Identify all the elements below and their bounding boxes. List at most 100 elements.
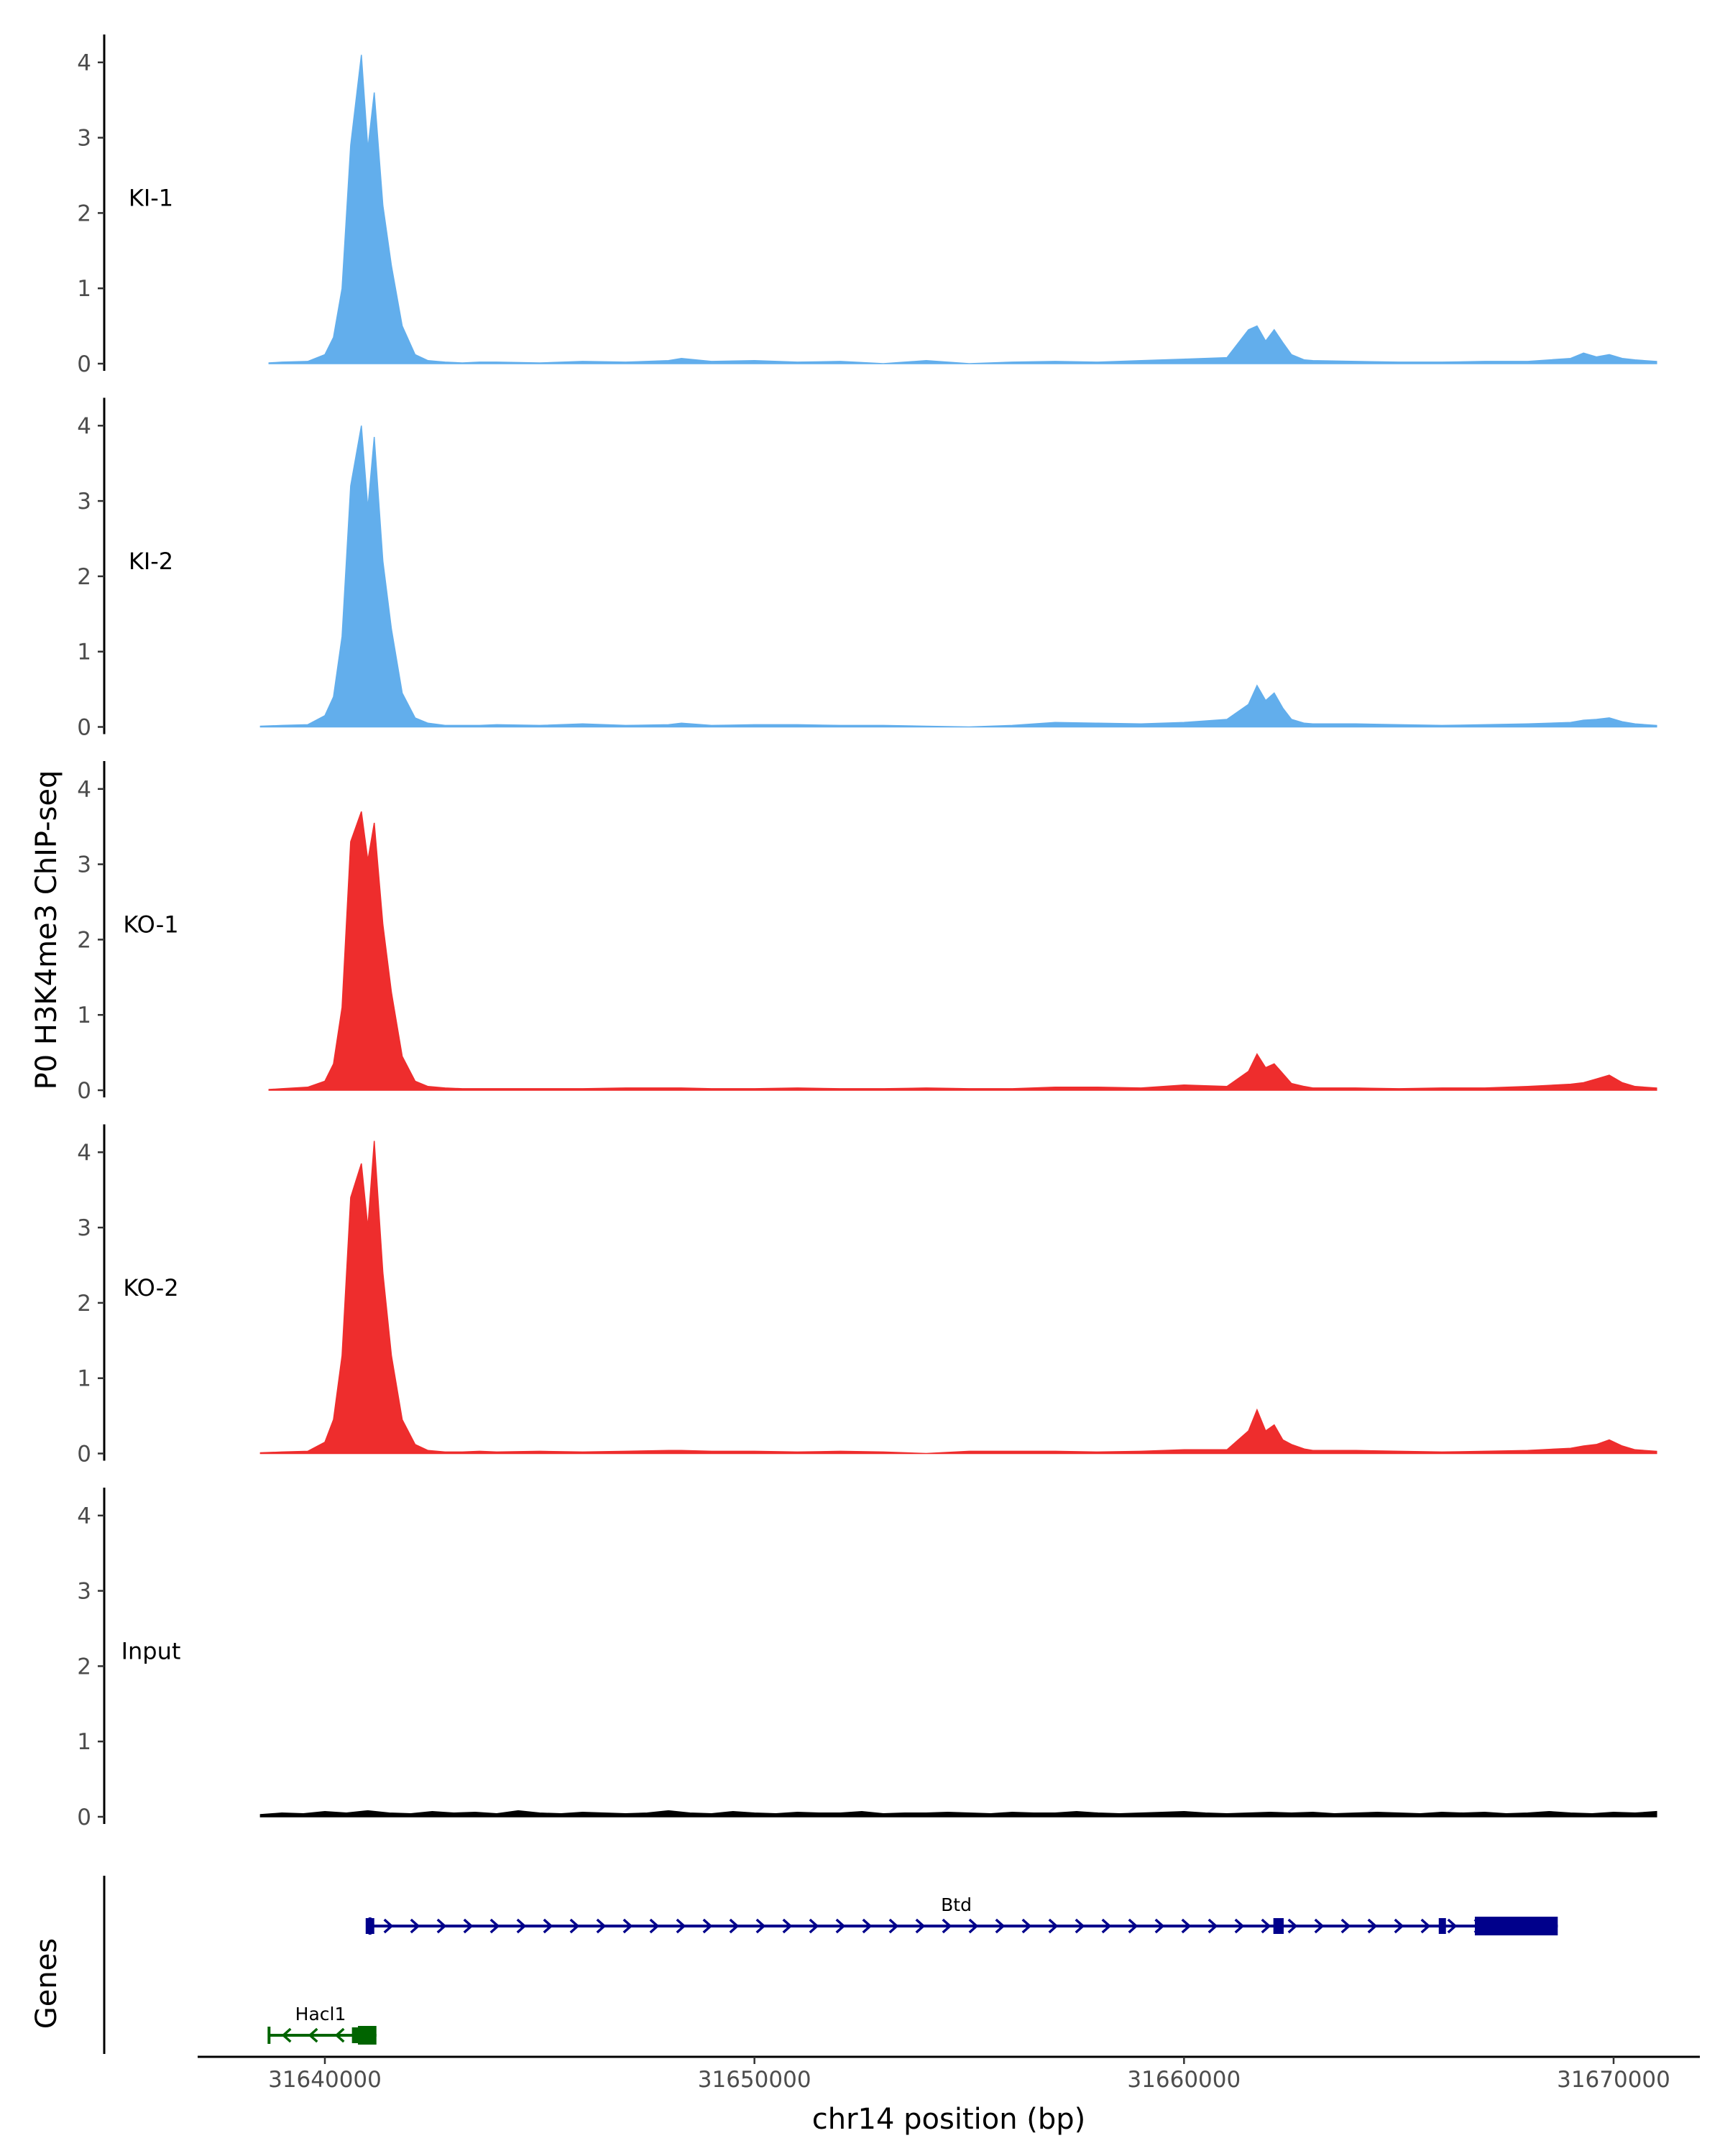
gene-annotation-panel: Genes Btd Hacl1	[30, 1876, 1558, 2054]
strand-arrow	[942, 1918, 952, 1934]
strand-arrow	[1021, 1918, 1032, 1934]
strand-arrow	[410, 1918, 420, 1934]
y-tick-label: 0	[77, 1078, 91, 1104]
y-tick-label: 1	[77, 1729, 91, 1755]
exon	[1474, 1917, 1558, 1935]
track-label: KI-2	[129, 548, 173, 575]
strand-arrow	[1367, 1918, 1378, 1934]
y-tick-label: 3	[77, 126, 91, 152]
gene-hacl1: Hacl1	[267, 2004, 377, 2045]
y-tick-label: 4	[77, 1140, 91, 1166]
strand-arrow	[1314, 1918, 1325, 1934]
track-label: KO-1	[123, 911, 178, 938]
strand-arrow	[782, 1918, 793, 1934]
coverage-area-ki-2	[259, 425, 1657, 728]
y-tick-label: 4	[77, 777, 91, 803]
strand-arrow	[1234, 1918, 1245, 1934]
strand-arrow	[308, 2027, 318, 2043]
strand-arrow	[1075, 1918, 1085, 1934]
track-label: Input	[121, 1637, 181, 1664]
track-ki-1: 0 1 2 3 4 KI-1	[77, 34, 1657, 377]
strand-arrow	[436, 1918, 447, 1934]
track-ki-2: 0 1 2 3 4 KI-2	[77, 397, 1657, 741]
y-tick-label: 1	[77, 640, 91, 665]
strand-arrow	[915, 1918, 926, 1934]
strand-arrow	[755, 1918, 766, 1934]
strand-arrow	[1394, 1918, 1404, 1934]
y-tick-label: 0	[77, 1805, 91, 1830]
y-tick-label: 0	[77, 715, 91, 741]
strand-arrow	[334, 2027, 345, 2043]
y-tick-label: 2	[77, 1654, 91, 1680]
strand-arrow	[1181, 1918, 1192, 1934]
coverage-tracks: 0 1 2 3 4 KI-1 0 1 2 3 4 KI-2 0 1 2 3 4 KO-1 0 1 2 3 4 KO-2 0 1 2 3…	[77, 34, 1657, 1830]
y-tick-label: 1	[77, 276, 91, 302]
coverage-area-ki-1	[268, 55, 1657, 364]
strand-arrow	[1340, 1918, 1351, 1934]
strand-arrow	[1154, 1918, 1165, 1934]
strand-arrow	[1287, 1918, 1298, 1934]
coverage-area-ko-1	[268, 811, 1657, 1091]
strand-arrow	[649, 1918, 660, 1934]
y-tick-label: 4	[77, 413, 91, 439]
strand-arrow	[596, 1918, 607, 1934]
y-tick-label: 1	[77, 1003, 91, 1028]
strand-arrow	[569, 1918, 580, 1934]
strand-arrow	[622, 1918, 633, 1934]
strand-arrow	[862, 1918, 873, 1934]
x-axis-title: chr14 position (bp)	[812, 2103, 1086, 2136]
y-tick-label: 4	[77, 1503, 91, 1529]
strand-arrow	[1048, 1918, 1059, 1934]
y-axis-title: P0 H3K4me3 ChIP-seq	[30, 770, 63, 1090]
strand-arrow	[281, 2027, 292, 2043]
strand-arrow	[516, 1918, 527, 1934]
y-tick-label: 4	[77, 50, 91, 76]
strand-arrow	[1420, 1918, 1431, 1934]
strand-arrow	[702, 1918, 713, 1934]
x-tick-label: 31670000	[1557, 2067, 1670, 2093]
genes-panel-label: Genes	[30, 1938, 63, 2029]
y-tick-label: 2	[77, 1291, 91, 1317]
y-tick-label: 0	[77, 1442, 91, 1468]
y-tick-label: 3	[77, 1579, 91, 1605]
strand-arrow	[543, 1918, 553, 1934]
strand-arrow	[888, 1918, 899, 1934]
track-input: 0 1 2 3 4 Input	[77, 1488, 1657, 1830]
x-tick-label: 31650000	[698, 2067, 811, 2093]
track-label: KI-1	[129, 184, 173, 211]
y-tick-label: 2	[77, 201, 91, 226]
exon	[358, 2026, 377, 2045]
strand-arrow	[729, 1918, 740, 1934]
x-axis: 31640000 31650000 31660000 31670000	[198, 2055, 1700, 2093]
strand-arrow	[1447, 1918, 1458, 1934]
y-tick-label: 2	[77, 564, 91, 590]
strand-arrow	[1261, 1918, 1271, 1934]
strand-arrow	[1101, 1918, 1112, 1934]
strand-arrow	[995, 1918, 1006, 1934]
gene-btd: Btd	[365, 1894, 1558, 1935]
strand-arrow	[463, 1918, 474, 1934]
y-tick-label: 1	[77, 1366, 91, 1392]
y-tick-label: 0	[77, 351, 91, 377]
track-label: KO-2	[123, 1274, 178, 1302]
coverage-area-ko-2	[259, 1141, 1657, 1455]
exon	[365, 1918, 374, 1934]
strand-arrow	[676, 1918, 686, 1934]
y-tick-label: 3	[77, 852, 91, 878]
gene-name-label: Btd	[941, 1894, 972, 1915]
coverage-area-input	[259, 1810, 1657, 1818]
strand-arrow	[835, 1918, 846, 1934]
strand-arrow	[968, 1918, 979, 1934]
x-tick-label: 31640000	[268, 2067, 382, 2093]
exon	[1273, 1918, 1284, 1934]
y-tick-label: 2	[77, 927, 91, 953]
exon	[351, 2027, 359, 2043]
strand-arrow	[809, 1918, 819, 1934]
strand-arrow	[383, 1918, 394, 1934]
exon	[1438, 1918, 1446, 1934]
gene-name-label: Hacl1	[295, 2004, 346, 2024]
strand-arrow	[489, 1918, 500, 1934]
y-tick-label: 3	[77, 489, 91, 515]
strand-arrow	[1128, 1918, 1138, 1934]
